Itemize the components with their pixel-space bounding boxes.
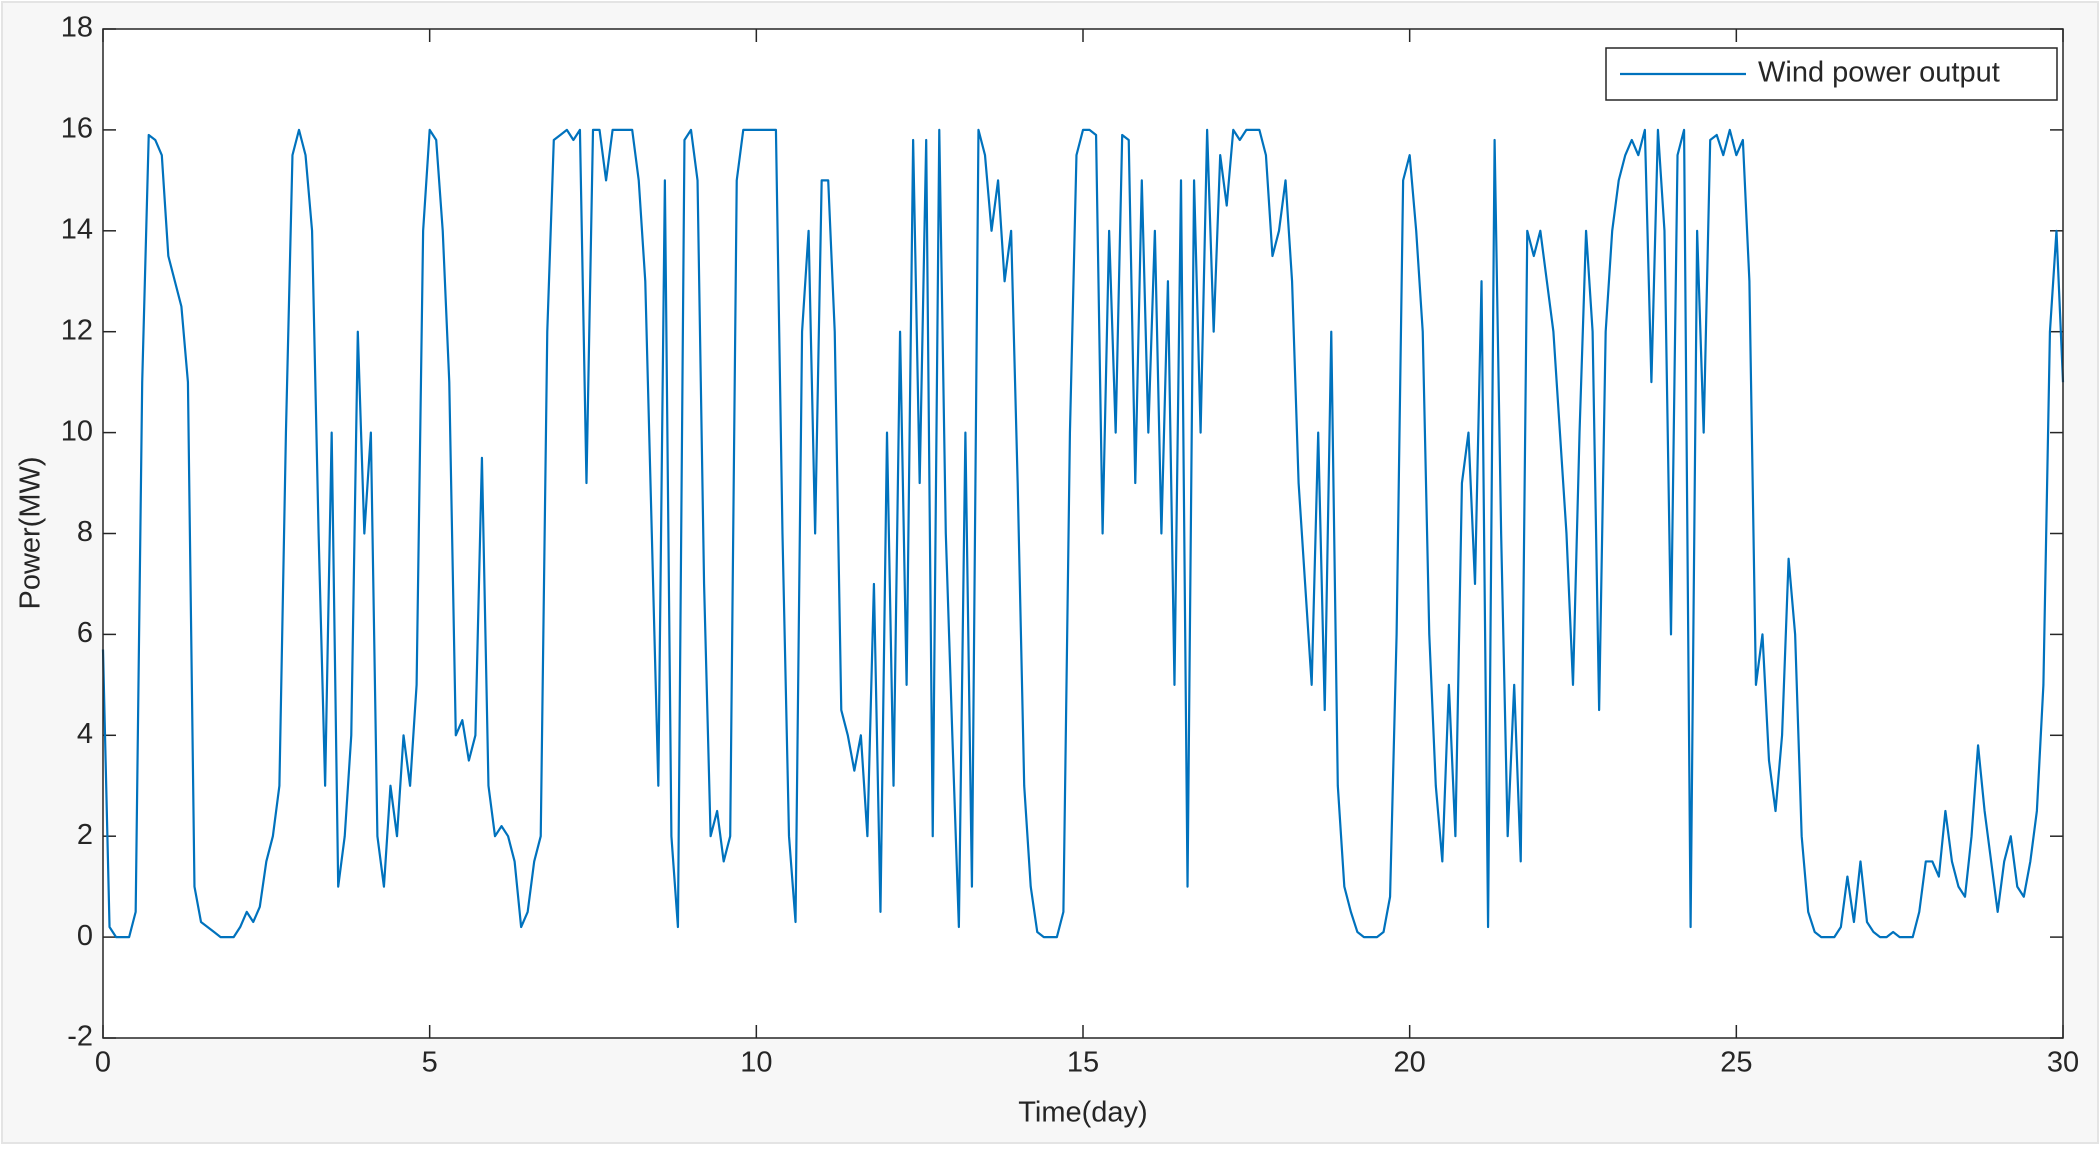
y-tick-label: -2 (67, 1021, 93, 1053)
y-tick-label: 2 (77, 819, 93, 851)
y-axis-label: Power(MW) (15, 456, 47, 609)
axes-box (102, 28, 2064, 1039)
data-line (101, 128, 2065, 939)
y-tick-label: 16 (61, 113, 93, 145)
y-tick-label: 6 (77, 617, 93, 649)
y-tick-label: 14 (61, 213, 93, 245)
y-tick-label: 18 (61, 12, 93, 44)
y-tick-label: 0 (77, 920, 93, 952)
x-tick-label: 0 (95, 1047, 111, 1079)
plot-area (103, 29, 2063, 1038)
x-tick-label: 5 (422, 1047, 438, 1079)
x-axis-label: Time(day) (1018, 1097, 1147, 1129)
y-tick-label: 4 (77, 718, 93, 750)
y-tick-label: 8 (77, 516, 93, 548)
x-tick-label: 15 (1067, 1047, 1099, 1079)
x-tick-label: 25 (1720, 1047, 1752, 1079)
x-tick-label: 10 (740, 1047, 772, 1079)
x-tick-label: 20 (1394, 1047, 1426, 1079)
x-tick-label: 30 (2047, 1047, 2079, 1079)
y-tick-label: 10 (61, 415, 93, 447)
legend-label: Wind power output (1758, 57, 2000, 89)
y-tick-label: 12 (61, 314, 93, 346)
